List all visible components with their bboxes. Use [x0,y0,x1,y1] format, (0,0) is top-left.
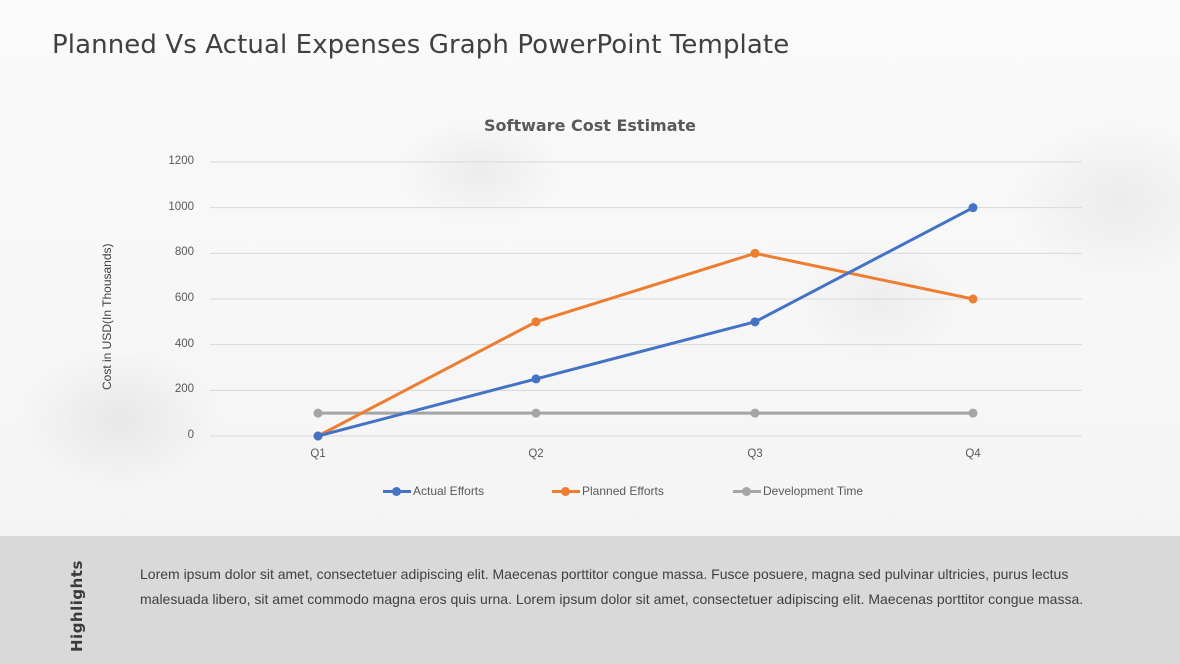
data-point-marker[interactable] [750,248,760,258]
x-tick: Q2 [528,448,544,460]
highlights-text: Lorem ipsum dolor sit amet, consectetuer… [140,566,1084,607]
data-point-marker[interactable] [313,408,323,418]
x-tick: Q3 [747,448,763,460]
y-tick: 600 [174,292,194,304]
legend-item-planned-efforts[interactable]: Planned Efforts [552,484,664,498]
highlights-label: Highlights [68,560,86,652]
y-tick: 200 [174,383,194,395]
line-marker-icon [383,484,411,498]
gridlines [210,161,1082,437]
legend-item-development-time[interactable]: Development Time [733,484,863,498]
data-point-marker[interactable] [968,408,978,418]
data-point-marker[interactable] [531,374,541,384]
line-marker-icon [552,484,580,498]
y-tick: 0 [187,429,194,441]
data-point-marker[interactable] [968,294,978,304]
page-title: Planned Vs Actual Expenses Graph PowerPo… [52,30,790,60]
data-point-marker[interactable] [313,431,323,441]
y-tick: 1000 [168,201,194,213]
x-tick: Q1 [310,448,326,460]
series-line [317,206,974,438]
data-point-marker[interactable] [968,203,978,213]
chart-title: Software Cost Estimate [0,116,1180,135]
legend-label: Planned Efforts [582,484,664,498]
legend-item-actual-efforts[interactable]: Actual Efforts [383,484,484,498]
line-marker-icon [733,484,761,498]
data-point-marker[interactable] [750,408,760,418]
chart-title-text: Software Cost Estimate [483,116,697,135]
data-point-marker[interactable] [531,317,541,327]
y-tick: 800 [174,246,194,258]
series-line [317,251,974,438]
legend-label: Development Time [763,484,864,498]
series-lines [313,203,978,441]
legend-label: Actual Efforts [413,484,485,498]
highlights-panel [0,536,1180,664]
data-point-marker[interactable] [531,408,541,418]
data-point-marker[interactable] [750,317,760,327]
line-chart: Software Cost Estimate Cost in USD(In Th… [0,116,1180,498]
y-tick: 1200 [168,155,194,167]
y-tick: 400 [174,338,194,350]
plot-area [210,161,1082,441]
x-tick: Q4 [965,448,981,460]
